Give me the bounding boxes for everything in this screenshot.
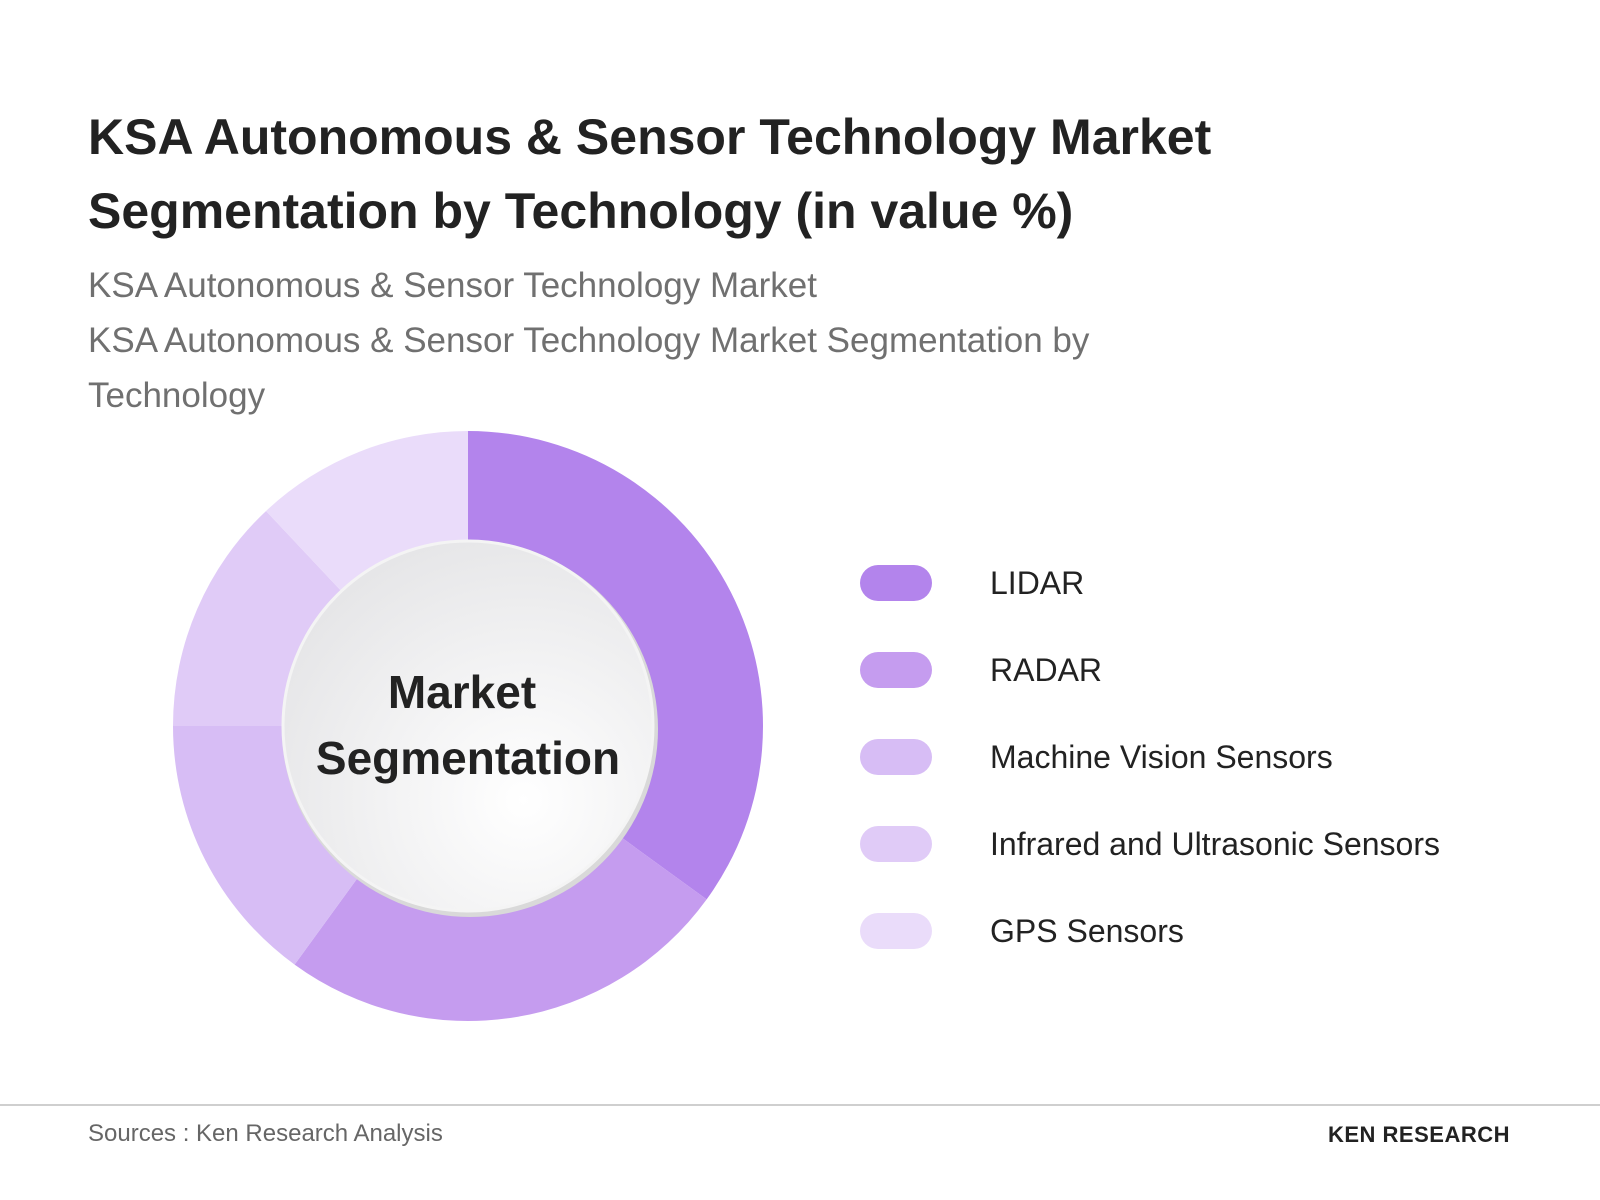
legend-swatch (860, 739, 932, 775)
subtitle-line: KSA Autonomous & Sensor Technology Marke… (88, 266, 817, 305)
legend-label: Infrared and Ultrasonic Sensors (990, 826, 1440, 862)
center-label: Market (388, 666, 536, 718)
legend-label: RADAR (990, 652, 1102, 688)
legend-swatch (860, 913, 932, 949)
subtitle-line: KSA Autonomous & Sensor Technology Marke… (88, 321, 1090, 415)
legend-label: LIDAR (990, 565, 1084, 601)
logo: KEN RESEARCH (1327, 1122, 1510, 1147)
source-note: Sources : Ken Research Analysis (88, 1120, 443, 1147)
center-label: Segmentation (316, 732, 620, 784)
footer-divider (0, 1104, 1600, 1106)
legend-label: Machine Vision Sensors (990, 739, 1333, 775)
legend-swatch (860, 652, 932, 688)
subtitle: KSA Autonomous & Sensor Technology Marke… (88, 258, 1268, 423)
center-disc (281, 539, 655, 913)
legend-swatch (860, 565, 932, 601)
legend-label: GPS Sensors (990, 913, 1184, 949)
legend-swatch (860, 826, 932, 862)
chart-title: KSA Autonomous & Sensor Technology Marke… (88, 109, 1212, 239)
